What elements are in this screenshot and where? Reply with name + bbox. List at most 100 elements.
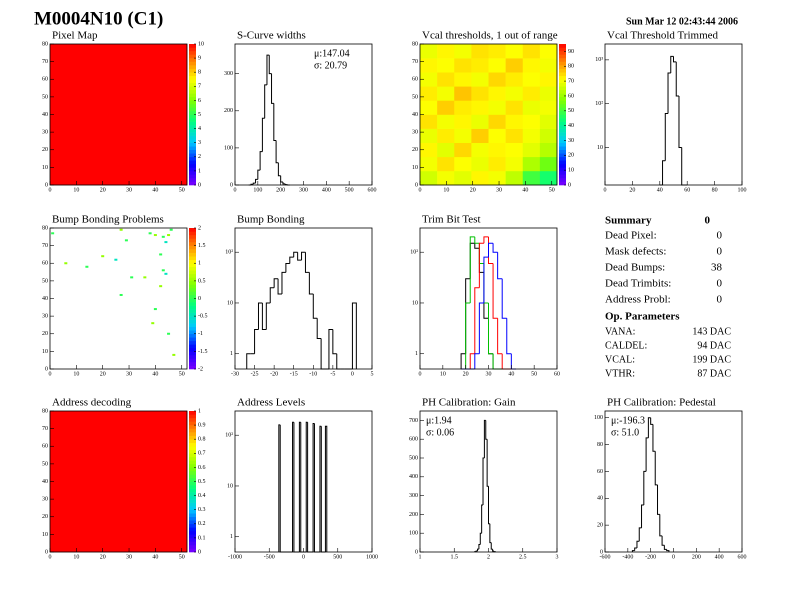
stats-text: σ: 20.79 [314,60,347,71]
heat-cell [539,44,558,59]
heat-cell [522,156,541,172]
colorbar-segment [559,125,566,129]
frame [234,227,373,370]
colorbar-segment [189,534,196,539]
histogram-bin [254,329,259,354]
colorbar-segment [189,121,196,126]
y-tick-label: 10 [42,532,48,538]
summary-value: 0 [717,246,723,258]
z-tick-label: 0 [198,296,201,302]
y-tick-label: 1 [230,351,233,357]
colorbar-segment [559,181,566,186]
heat-cell [420,128,438,143]
heat-cell [505,86,524,101]
colorbar-segment [559,128,566,133]
x-tick-label: 30 [126,187,132,193]
x-tick-label: 30 [496,187,502,193]
colorbar-segment [189,309,196,313]
y-tick-label: 60 [597,469,603,475]
heat-cell [539,86,558,101]
heat-cell [522,170,541,186]
histogram-bin [474,287,480,354]
heat-cell [454,72,472,87]
y-tick-label: 20 [42,331,48,337]
x-tick-label: 50 [531,371,537,377]
z-tick-label: 2 [198,154,201,160]
colorbar-segment [189,432,196,436]
y-tick-label: 80 [42,408,48,414]
heat-cell [420,170,438,186]
colorbar-segment [559,103,566,108]
histogram-bin [257,302,263,330]
colorbar-segment [189,316,196,320]
x-tick-label: 2.5 [519,554,527,560]
heat-cell [437,44,455,59]
colorbar-segment [559,54,566,59]
histogram-bin [641,504,644,528]
colorbar-segment [189,132,196,136]
histogram-bin [282,182,286,185]
y-tick-label: 500 [409,455,418,461]
x-tick-label: 0 [302,554,305,560]
heat-cell [522,44,541,59]
z-tick-label: -2 [198,366,203,372]
colorbar-segment [189,61,196,66]
colorbar-segment [189,439,196,444]
colorbar-segment [189,103,196,108]
heat-cell [420,44,438,59]
colorbar-segment [189,302,196,306]
histogram-bin [488,242,494,258]
y-tick-label: 60 [42,444,48,450]
histogram-bin [319,425,322,552]
histogram-bin [281,271,286,295]
heat-cell [50,411,188,553]
heat-cell [50,44,188,186]
histogram-bin [667,72,671,114]
histogram-bin [478,302,484,354]
heat-cell [420,114,438,129]
summary-title: Summary [605,215,652,227]
x-tick-label: 400 [715,554,724,560]
colorbar-segment [189,156,196,161]
param-label: VCAL: [605,354,635,365]
z-tick-label: -1.5 [198,349,208,355]
x-tick-label: -500 [264,554,275,560]
colorbar-segment [189,100,196,105]
colorbar-segment [189,294,196,299]
z-tick-label: 0.7 [198,451,206,457]
colorbar-segment [189,492,196,496]
param-value: 143 DAC [692,326,731,337]
colorbar-segment [559,65,566,69]
colorbar-segment [189,365,196,370]
y-tick-label: 50 [412,94,418,100]
z-tick-label: 0.4 [198,493,206,499]
panel-title: PH Calibration: Pedestal [607,397,716,409]
histogram-bin [474,353,480,369]
x-tick-label: 500 [333,554,342,560]
histogram-bin [328,329,333,369]
params-title: Op. Parameters [605,311,680,323]
histogram-bin [265,302,271,330]
heat-cell [522,100,541,115]
histogram-bin [465,302,471,369]
y-tick-label: 30 [42,497,48,503]
z-tick-label: 0 [568,182,571,188]
colorbar-segment [189,44,196,48]
x-tick-label: 1000 [366,554,378,560]
summary-value: 38 [711,262,723,274]
histogram-bin [643,470,647,505]
summary-label: Dead Trimbits: [605,278,671,290]
heat-cell [488,100,506,115]
heat-cell [454,44,472,59]
colorbar-segment [189,485,196,489]
x-tick-label: 0 [419,371,422,377]
point [85,265,89,268]
point [172,353,176,356]
heat-cell [522,142,541,158]
colorbar-segment [559,167,566,172]
x-tick-label: 100 [253,187,262,193]
histogram-bin [501,278,507,319]
heat-cell [420,72,438,87]
z-tick-label: 1 [198,261,201,267]
